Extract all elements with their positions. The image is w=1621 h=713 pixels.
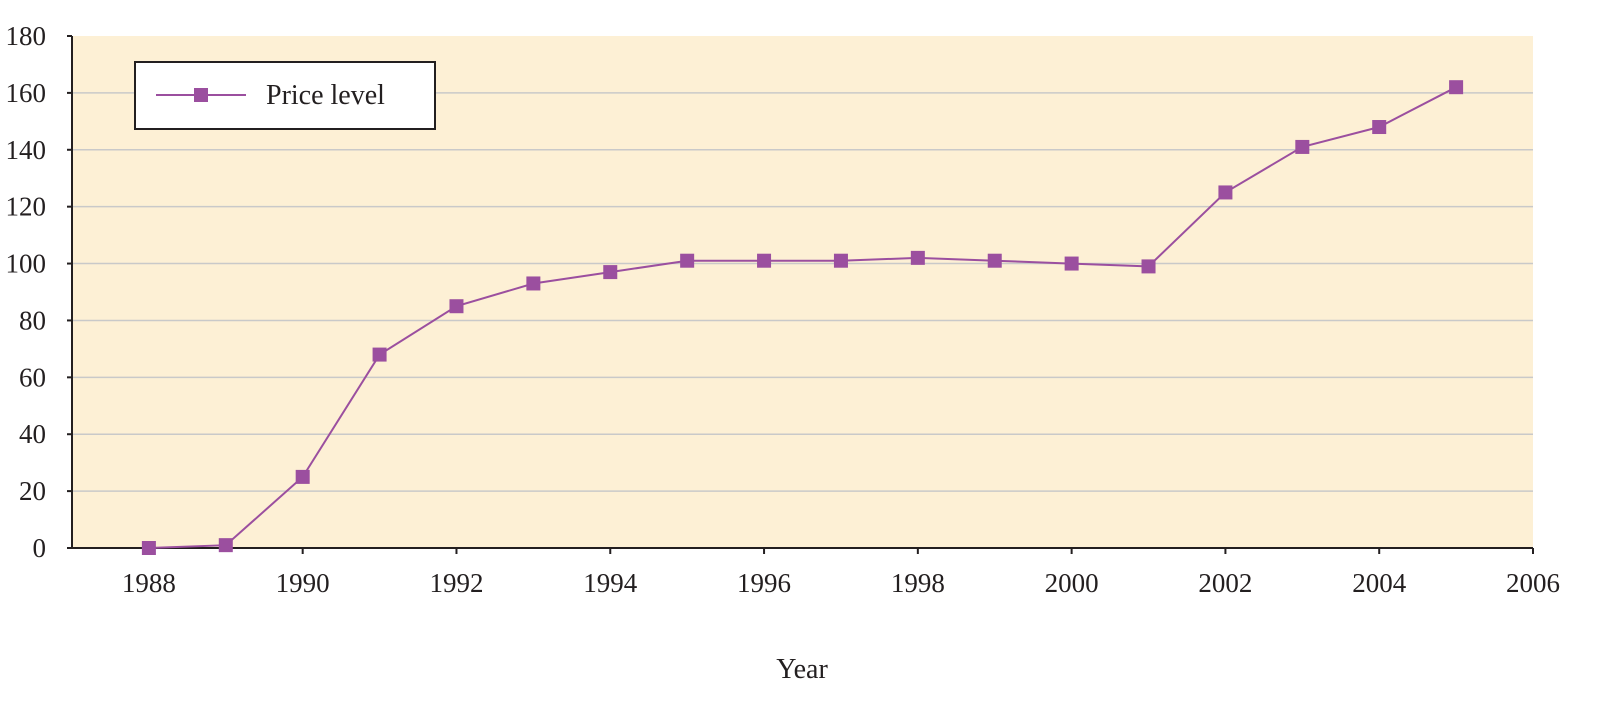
data-point-1990 [295,469,310,484]
data-point-1996 [757,253,772,268]
legend-marker [194,88,208,102]
data-point-1992 [449,299,464,314]
series-price-level [141,80,1464,555]
y-tick-label-0: 0 [33,533,47,563]
data-point-1991 [372,347,387,362]
data-point-2000 [1064,256,1079,271]
data-point-1988 [141,541,156,555]
x-axis-ticks: 1988 1990 1992 1994 1996 1998 2000 2002 2004 2006 [122,548,1560,598]
y-tick-label-40: 40 [19,419,46,449]
data-point-2002 [1218,185,1233,200]
data-point-1993 [526,276,541,291]
x-tick-label-1990: 1990 [276,568,330,598]
y-tick-label-180: 180 [6,21,47,51]
x-tick-label-1992: 1992 [429,568,483,598]
x-tick-label-2004: 2004 [1352,568,1407,598]
data-point-1998 [910,250,925,265]
y-tick-label-100: 100 [6,249,47,279]
data-point-1995 [680,253,695,268]
data-point-2005 [1449,80,1464,95]
data-point-2003 [1295,139,1310,154]
y-tick-label-60: 60 [19,362,46,392]
legend-label: Price level [266,80,385,111]
x-tick-label-2002: 2002 [1198,568,1252,598]
legend: Price level [134,61,436,130]
series-line-0 [148,86,1457,549]
y-tick-label-120: 120 [6,192,47,222]
x-tick-label-1998: 1998 [891,568,945,598]
data-point-1989 [218,538,233,553]
y-tick-label-160: 160 [6,78,47,108]
data-point-1999 [987,253,1002,268]
x-tick-label-1994: 1994 [583,568,638,598]
y-tick-label-80: 80 [19,305,46,335]
y-axis-ticks: 0 20 40 60 80 100 120 140 160 180 [6,21,72,563]
y-tick-label-140: 140 [6,135,47,165]
data-point-2004 [1372,120,1387,135]
x-tick-label-2006: 2006 [1506,568,1560,598]
x-tick-label-2000: 2000 [1045,568,1099,598]
y-tick-label-20: 20 [19,476,46,506]
x-tick-label-1996: 1996 [737,568,791,598]
data-point-1994 [603,265,618,280]
data-point-2001 [1141,259,1156,274]
data-point-1997 [833,253,848,268]
x-axis-title: Year [776,654,828,685]
x-tick-label-1988: 1988 [122,568,176,598]
